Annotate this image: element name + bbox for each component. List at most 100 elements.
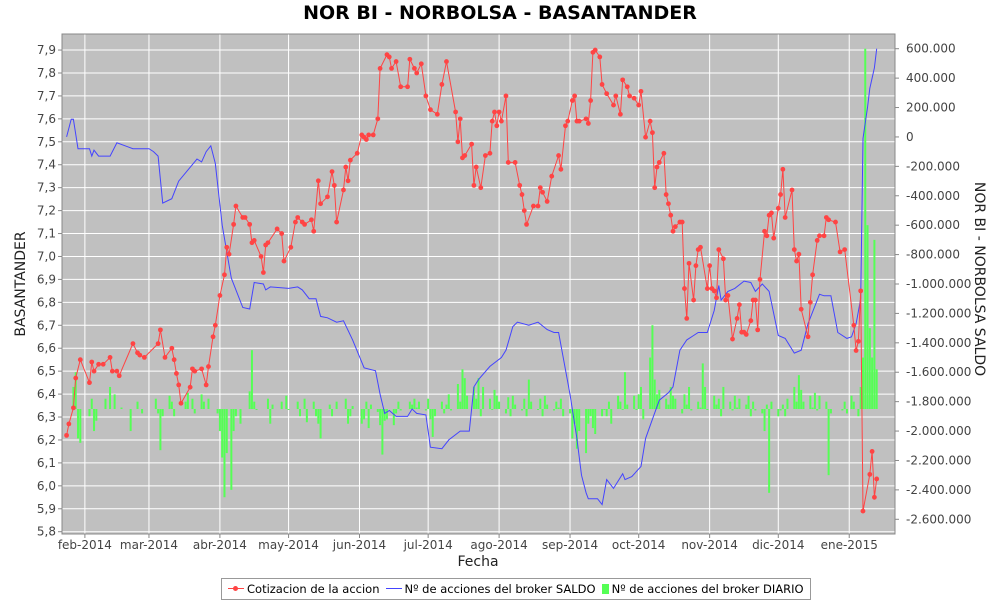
diario-bar xyxy=(617,395,620,409)
price-point xyxy=(572,93,578,99)
diario-bar xyxy=(161,409,164,417)
price-point xyxy=(597,54,603,60)
diario-bar xyxy=(745,404,748,409)
price-point xyxy=(794,258,799,264)
diario-bar xyxy=(90,398,93,409)
diario-bar xyxy=(795,401,798,409)
diario-bar xyxy=(850,395,853,409)
y-tick-label: 6,5 xyxy=(37,364,56,378)
diario-bar xyxy=(736,407,739,409)
diario-bar xyxy=(514,404,517,409)
price-point xyxy=(414,70,420,76)
diario-bar xyxy=(587,409,590,424)
diario-bar xyxy=(674,398,677,409)
price-point xyxy=(231,221,237,227)
price-point xyxy=(482,153,488,158)
diario-bar xyxy=(463,378,466,409)
price-point xyxy=(366,132,372,138)
y-tick-label: 7,4 xyxy=(37,158,56,172)
price-point xyxy=(807,299,813,305)
x-tick-label: mar-2014 xyxy=(120,538,178,552)
diario-bar xyxy=(367,409,370,429)
legend-label-saldo: Nº de acciones del broker SALDO xyxy=(404,582,596,596)
diario-bar xyxy=(250,350,253,409)
diario-bar xyxy=(859,386,862,409)
y-tick-label: 6,1 xyxy=(37,456,56,470)
diario-bar xyxy=(559,398,562,409)
diario-bar xyxy=(459,401,462,409)
price-point xyxy=(478,185,484,191)
diario-bar xyxy=(777,409,780,417)
diario-bar xyxy=(578,409,581,432)
price-point xyxy=(199,366,204,372)
diario-bar xyxy=(154,398,157,409)
diario-bar xyxy=(191,398,194,409)
price-point xyxy=(755,327,761,333)
diario-bar xyxy=(381,409,384,455)
price-point xyxy=(453,109,459,115)
price-point xyxy=(288,244,294,250)
diario-bar xyxy=(271,404,274,409)
diario-bar xyxy=(857,409,860,417)
price-point xyxy=(716,247,722,252)
diario-bar xyxy=(399,409,402,411)
price-point xyxy=(558,166,564,172)
diario-bar xyxy=(553,409,556,411)
diario-bar xyxy=(299,409,301,417)
diario-bar xyxy=(223,409,226,498)
price-point xyxy=(212,322,218,328)
diario-bar xyxy=(649,357,652,409)
diario-bar xyxy=(347,409,350,424)
y2-tick-label: -1.600.000 xyxy=(906,365,971,379)
price-point xyxy=(176,382,182,388)
price-point xyxy=(162,354,168,360)
price-point xyxy=(796,251,802,257)
x-tick-label: ago-2014 xyxy=(470,538,527,552)
diario-bar xyxy=(797,375,800,409)
x-axis-title: Fecha xyxy=(457,554,498,570)
price-point xyxy=(503,93,509,99)
diario-bar xyxy=(498,401,501,409)
diario-bar xyxy=(720,409,723,417)
y2-tick-label: -2.200.000 xyxy=(906,453,971,467)
diario-bar xyxy=(669,386,672,409)
price-point xyxy=(512,160,518,165)
diario-bar xyxy=(623,372,626,409)
diario-bar xyxy=(571,409,574,439)
diario-bar xyxy=(525,409,528,417)
legend-saldo-symbol xyxy=(385,584,402,594)
price-point xyxy=(405,84,410,90)
x-tick-label: abr-2014 xyxy=(193,538,247,552)
price-point xyxy=(377,66,383,71)
diario-bar xyxy=(216,409,219,414)
price-point xyxy=(393,59,399,64)
diario-bar xyxy=(193,409,196,414)
diario-bar xyxy=(344,398,347,409)
price-point xyxy=(389,66,394,71)
diario-bar xyxy=(285,395,288,409)
diario-bar xyxy=(461,369,464,409)
diario-bar xyxy=(697,401,700,409)
diario-bar xyxy=(88,409,91,417)
price-point xyxy=(295,215,301,220)
price-point xyxy=(672,224,678,230)
price-point xyxy=(247,221,253,227)
price-point xyxy=(620,77,626,83)
y2-tick-label: -1.200.000 xyxy=(906,306,971,320)
diario-bar xyxy=(475,398,478,409)
y-axis-ticks: 5,8 5,9 6,0 6,1 6,2 6,3 6,4 6,5 6,6 6,7 6,8 6,9 7,0 7… xyxy=(37,43,62,539)
price-point xyxy=(661,150,667,156)
diario-bar xyxy=(360,409,363,424)
diario-bar xyxy=(319,409,322,439)
price-point xyxy=(492,109,497,115)
diario-bar xyxy=(482,386,485,409)
price-point xyxy=(730,336,735,342)
price-point xyxy=(206,364,211,369)
price-point xyxy=(604,91,610,97)
y2-axis-ticks: 600.000 400.000 200.000 0 -200.000 -400.000 -6… xyxy=(895,42,971,526)
diario-bar xyxy=(861,357,864,409)
diario-bar xyxy=(852,401,855,409)
diario-bar xyxy=(136,401,139,409)
price-point xyxy=(556,153,561,158)
diario-bar xyxy=(239,409,242,424)
